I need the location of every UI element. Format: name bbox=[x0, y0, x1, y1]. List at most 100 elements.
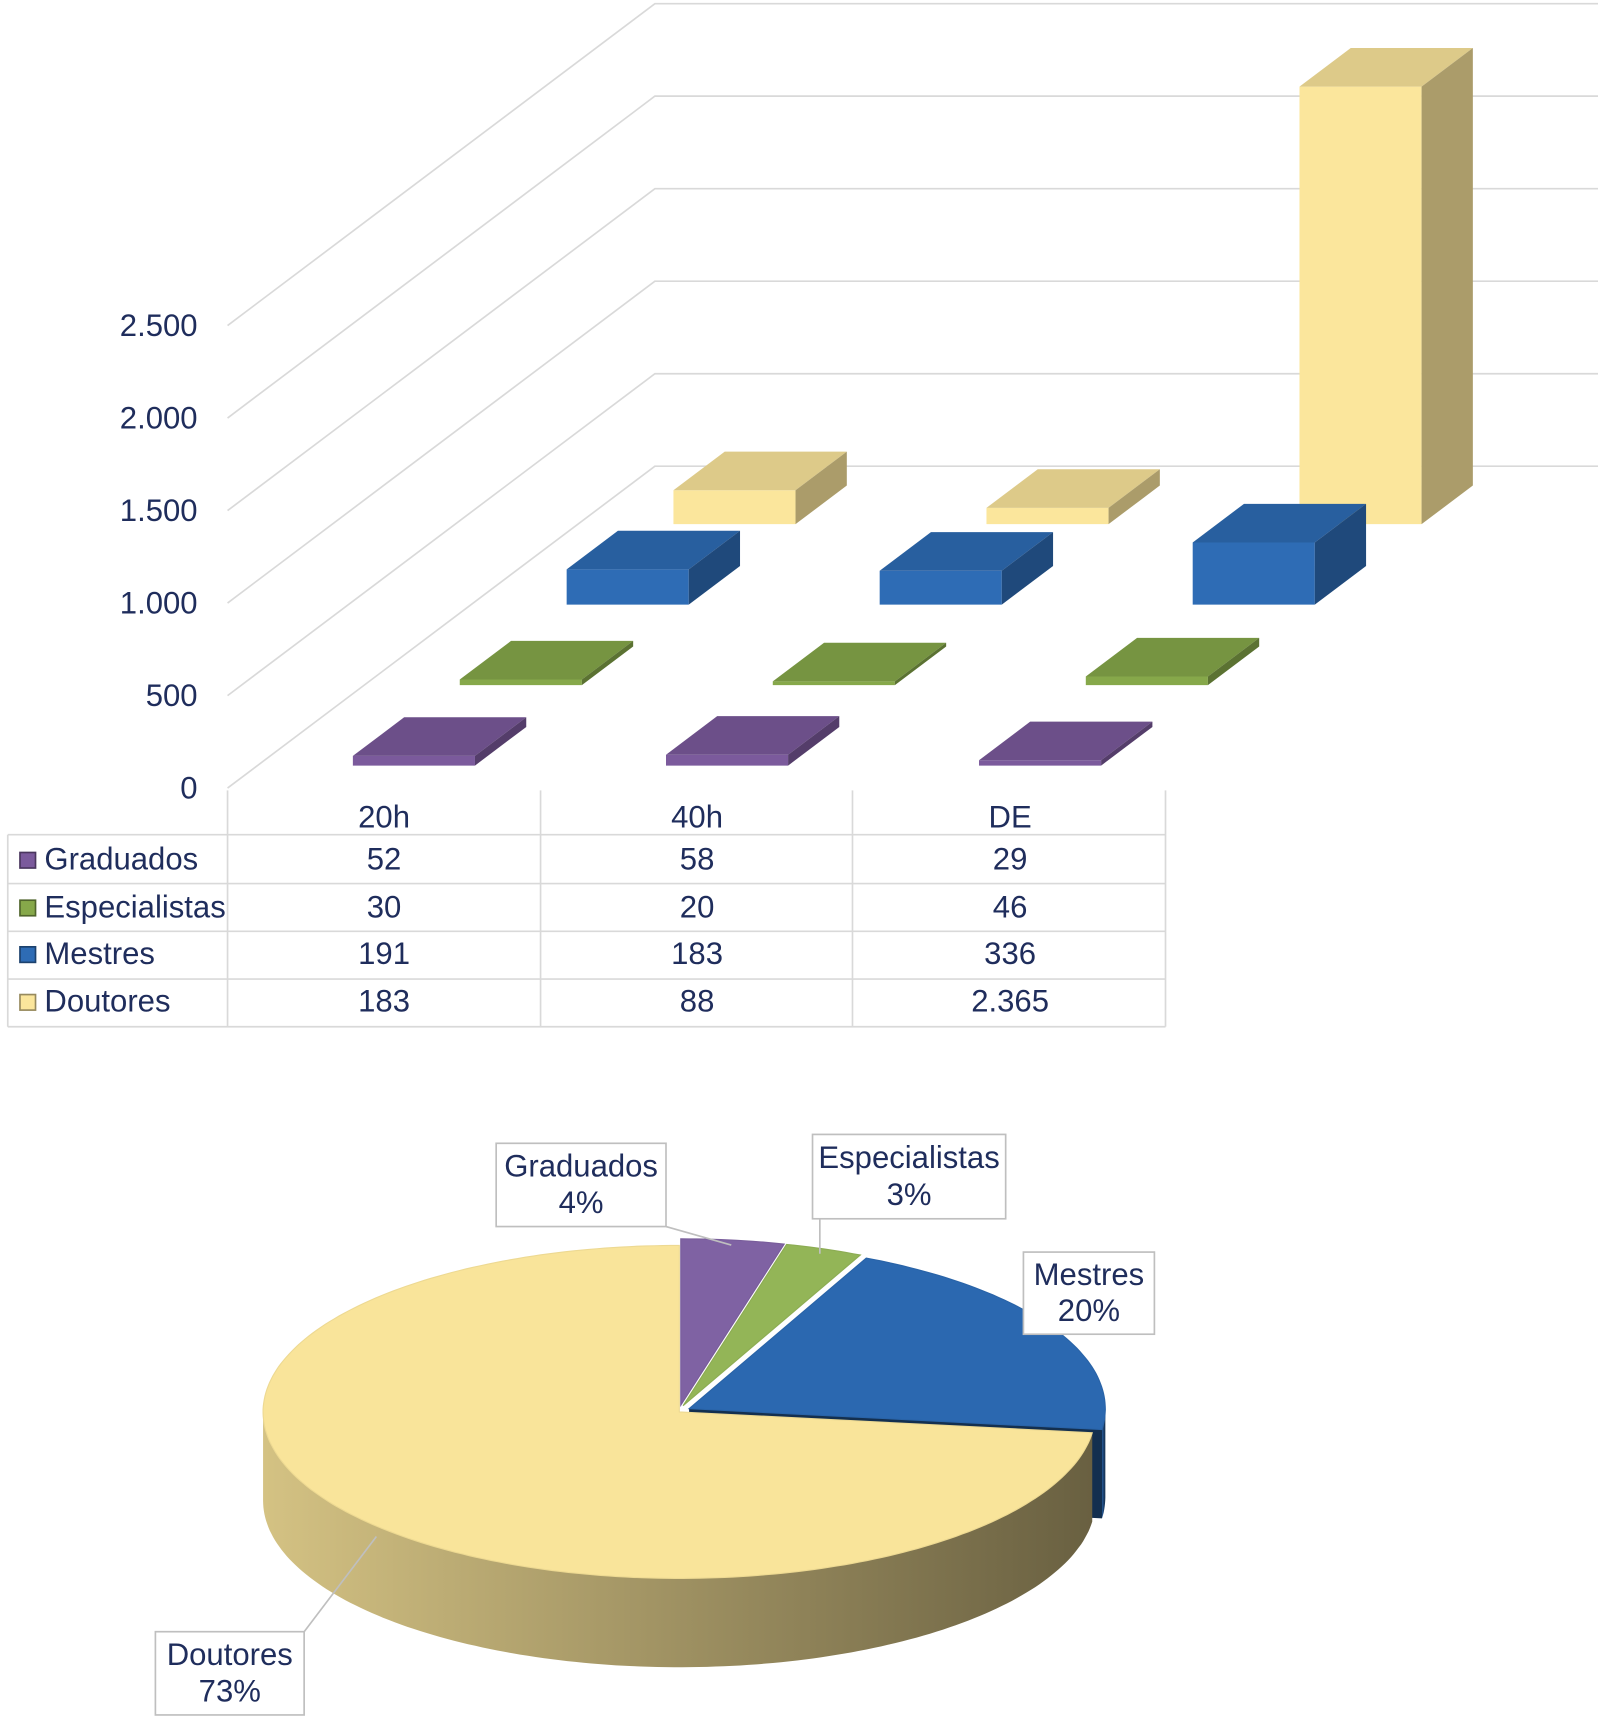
leader-line bbox=[303, 1535, 378, 1633]
bar bbox=[772, 642, 947, 686]
bar-front bbox=[666, 754, 789, 766]
table-value: 46 bbox=[993, 889, 1028, 924]
bar-top bbox=[986, 469, 1160, 508]
bar-top bbox=[979, 721, 1153, 761]
bar-top bbox=[459, 640, 634, 680]
legend-marker bbox=[19, 993, 37, 1011]
bar bbox=[673, 451, 847, 525]
bar-front bbox=[566, 569, 689, 605]
pie-slice bbox=[262, 1244, 1093, 1579]
slice-value: 73% bbox=[199, 1674, 261, 1709]
label-box bbox=[154, 1630, 305, 1716]
pie-side bbox=[263, 1411, 1093, 1668]
chart-area: 0 500 1.000 1.500 2.000 2.500 20h 40h DE Graduado… bbox=[6, 2, 1598, 1716]
table-value: 30 bbox=[367, 889, 402, 924]
bar-front bbox=[986, 507, 1109, 525]
slice-value: 4% bbox=[559, 1185, 604, 1220]
bar-top bbox=[352, 717, 527, 756]
category-label: 20h bbox=[358, 799, 410, 834]
slice-name: Mestres bbox=[1034, 1257, 1145, 1292]
table-value: 191 bbox=[358, 936, 410, 971]
pie-slice bbox=[680, 1238, 786, 1408]
table-value: 29 bbox=[993, 842, 1028, 877]
bar-front bbox=[1085, 676, 1208, 686]
grid-line bbox=[227, 280, 1598, 604]
label-box bbox=[811, 1133, 1007, 1220]
bar bbox=[879, 532, 1054, 605]
bar-front bbox=[1192, 542, 1315, 605]
label-box bbox=[495, 1142, 667, 1228]
bar bbox=[352, 717, 527, 766]
label-box bbox=[1022, 1251, 1156, 1336]
bar-side bbox=[788, 716, 840, 766]
slice-name: Doutores bbox=[167, 1637, 293, 1672]
bar-side bbox=[894, 642, 947, 686]
bar bbox=[986, 469, 1160, 525]
y-tick-label: 1.000 bbox=[120, 586, 198, 621]
table-value: 183 bbox=[671, 936, 723, 971]
y-tick-label: 500 bbox=[146, 678, 198, 713]
bar-side bbox=[1108, 469, 1160, 525]
legend-label: Doutores bbox=[44, 984, 170, 1019]
bar-front bbox=[1299, 86, 1422, 525]
table-value: 336 bbox=[984, 936, 1036, 971]
bar-front bbox=[352, 755, 475, 766]
bar-side bbox=[1101, 721, 1153, 766]
pie-side bbox=[1102, 1408, 1106, 1519]
slice-name: Graduados bbox=[504, 1148, 658, 1183]
bar-side bbox=[1421, 47, 1473, 525]
slice-name: Especialistas bbox=[818, 1140, 999, 1175]
bar bbox=[1192, 503, 1367, 605]
bar-side bbox=[1001, 532, 1054, 605]
bar-side bbox=[581, 640, 634, 686]
bar-top bbox=[666, 716, 840, 755]
bar-top bbox=[1299, 47, 1473, 87]
bar-top bbox=[772, 642, 947, 682]
bar-top bbox=[566, 530, 741, 570]
bar-front bbox=[459, 679, 582, 686]
pie-slice bbox=[682, 1243, 862, 1407]
bar-side bbox=[795, 451, 847, 525]
bar-front bbox=[979, 760, 1102, 766]
table-value: 52 bbox=[367, 842, 402, 877]
legend-marker bbox=[19, 851, 37, 869]
bar-side bbox=[1207, 637, 1260, 686]
slice-value: 3% bbox=[887, 1177, 932, 1212]
leader-line bbox=[665, 1225, 732, 1246]
bar bbox=[459, 640, 634, 686]
bar bbox=[979, 721, 1153, 766]
y-tick-label: 2.500 bbox=[120, 308, 198, 343]
bar-front bbox=[879, 570, 1002, 605]
legend-label: Especialistas bbox=[44, 889, 225, 924]
bar bbox=[666, 716, 840, 766]
bar-top bbox=[673, 451, 847, 491]
bar-front bbox=[772, 681, 895, 686]
bar-side bbox=[474, 717, 527, 766]
category-label: 40h bbox=[671, 799, 723, 834]
legend-marker bbox=[19, 899, 37, 917]
bar-front bbox=[673, 490, 796, 525]
bar bbox=[1299, 47, 1473, 525]
bar-top bbox=[879, 532, 1054, 571]
grid-line bbox=[227, 187, 1598, 512]
grid-line bbox=[227, 95, 1598, 419]
bar-top bbox=[1085, 637, 1260, 677]
table-value: 20 bbox=[680, 889, 715, 924]
slice-value: 20% bbox=[1058, 1293, 1120, 1328]
legend-label: Mestres bbox=[44, 936, 155, 971]
table-value: 2.365 bbox=[971, 984, 1049, 1019]
category-label: DE bbox=[989, 799, 1032, 834]
y-tick-label: 1.500 bbox=[120, 493, 198, 528]
table-value: 88 bbox=[680, 984, 715, 1019]
grid-line bbox=[227, 2, 1598, 327]
table-value: 183 bbox=[358, 984, 410, 1019]
legend-marker bbox=[19, 945, 37, 964]
y-tick-label: 0 bbox=[180, 771, 197, 806]
bar bbox=[1085, 637, 1260, 686]
y-tick-label: 2.000 bbox=[120, 400, 198, 435]
bar-side bbox=[688, 530, 741, 605]
grid-line bbox=[227, 372, 1598, 697]
bar bbox=[566, 530, 741, 605]
